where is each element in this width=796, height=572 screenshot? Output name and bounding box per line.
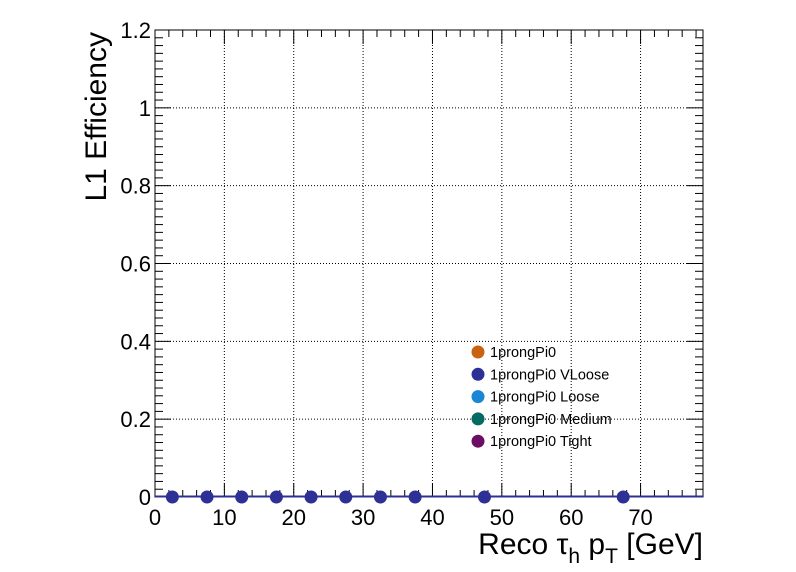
legend-label: 1prongPi0 Loose [490, 390, 600, 406]
x-tick-label: 40 [420, 505, 444, 530]
legend: 1prongPi0 1prongPi0 VLoose 1prongPi0 Loose… [471, 345, 612, 450]
y-axis-label: L1 Efficiency [80, 32, 113, 202]
x-axis-label-tau: τ [557, 528, 569, 561]
grid [155, 30, 703, 497]
legend-marker [471, 412, 485, 426]
legend-label: 1prongPi0 Medium [490, 412, 612, 428]
x-tick-label: 10 [212, 505, 236, 530]
tick-labels: 0 10 20 30 40 50 60 70 0 0.2 0.4 0.6 0.8 1 1.2 [120, 18, 652, 530]
y-tick-label: 0.2 [120, 407, 151, 432]
y-tick-label: 0.8 [120, 174, 151, 199]
plot-frame [154, 29, 704, 498]
legend-marker [471, 345, 485, 359]
x-axis-label-p-sub: T [605, 545, 618, 568]
y-tick-label: 0.4 [120, 329, 151, 354]
legend-marker [471, 367, 485, 381]
x-axis-label-tau-sub: h [568, 545, 580, 568]
legend-label: 1prongPi0 Tight [490, 434, 592, 450]
y-tick-label: 0.6 [120, 252, 151, 277]
y-tick-label: 1.2 [120, 18, 151, 43]
legend-marker [471, 434, 485, 448]
legend-label: 1prongPi0 [490, 345, 556, 361]
x-axis-label: Reco τh pT [GeV] [478, 528, 703, 568]
legend-label: 1prongPi0 VLoose [490, 367, 609, 383]
x-tick-label: 20 [281, 505, 305, 530]
x-axis-label-main: Reco [478, 528, 556, 561]
x-axis-label-p: p [580, 528, 605, 561]
x-tick-label: 50 [490, 505, 514, 530]
x-tick-label: 30 [351, 505, 375, 530]
x-axis-label-unit: [GeV] [618, 528, 703, 561]
x-tick-label: 60 [559, 505, 583, 530]
x-tick-label: 70 [628, 505, 652, 530]
y-tick-label: 0 [139, 485, 151, 510]
axis-ticks [154, 29, 703, 498]
y-tick-label: 1 [139, 96, 151, 121]
legend-marker [471, 390, 485, 404]
x-tick-label: 0 [149, 505, 161, 530]
